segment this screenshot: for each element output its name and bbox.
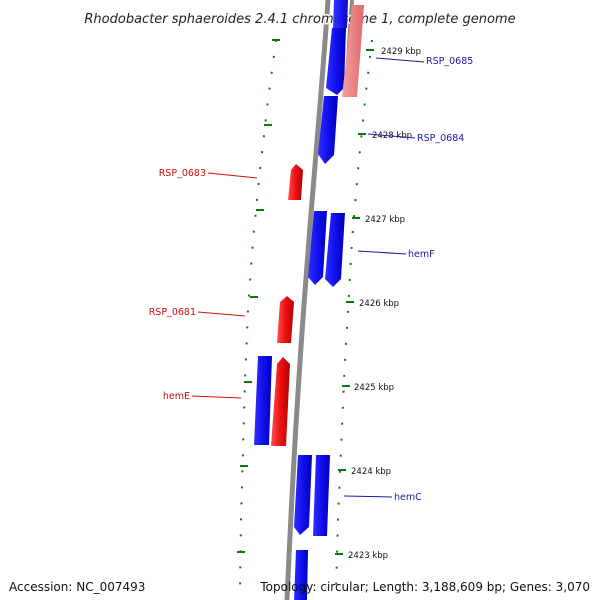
major-ticks bbox=[237, 39, 374, 555]
tick-track-inner bbox=[239, 39, 277, 591]
gene-RSP_0683-arrow[interactable] bbox=[288, 164, 303, 200]
gene-label-RSP_0685[interactable]: RSP_0685 bbox=[426, 56, 473, 67]
reverse-genes bbox=[271, 164, 303, 446]
kbp-label: 2426 kbp bbox=[359, 299, 399, 309]
chromosome-backbone bbox=[284, 0, 331, 600]
gene-label-RSP_0681[interactable]: RSP_0681 bbox=[149, 307, 196, 318]
gene-hemC-arrow-1[interactable] bbox=[294, 455, 312, 535]
kbp-label: 2423 kbp bbox=[348, 551, 388, 561]
gene-label-hemE[interactable]: hemE bbox=[163, 391, 190, 402]
kbp-label: 2424 kbp bbox=[351, 467, 391, 477]
gene-hemF-arrow-2[interactable] bbox=[325, 213, 345, 287]
gene-hemE-arrow[interactable] bbox=[271, 357, 290, 446]
accession-text: Accession: NC_007493 bbox=[9, 580, 146, 594]
map-title: Rhodobacter sphaeroides 2.4.1 chromosome… bbox=[84, 12, 515, 27]
gene-label-hemC[interactable]: hemC bbox=[394, 492, 422, 503]
gene-hemF-arrow-1[interactable] bbox=[308, 211, 327, 285]
gene-hemC-arrow-2[interactable] bbox=[313, 455, 330, 536]
reverse-gene-labels bbox=[191, 172, 258, 399]
kbp-label: 2427 kbp bbox=[365, 215, 405, 225]
gene-RSP_0685-arrow[interactable] bbox=[326, 28, 346, 95]
kbp-labels: 2429 kbp 2428 kbp 2427 kbp 2426 kbp 2425… bbox=[348, 47, 421, 561]
gene-label-RSP_0684[interactable]: RSP_0684 bbox=[417, 133, 464, 144]
gene-label-RSP_0683[interactable]: RSP_0683 bbox=[159, 168, 206, 179]
kbp-label: 2425 kbp bbox=[354, 383, 394, 393]
gene-bottom[interactable] bbox=[294, 550, 308, 600]
forward-genes bbox=[254, 0, 348, 600]
gene-RSP_0684-arrow[interactable] bbox=[318, 96, 338, 164]
gene-hemE-blue[interactable] bbox=[254, 356, 272, 445]
gene-label-hemF[interactable]: hemF bbox=[408, 249, 435, 260]
forward-gene-labels bbox=[343, 57, 425, 498]
tick-track-outer bbox=[335, 39, 373, 591]
kbp-label: 2429 kbp bbox=[381, 47, 421, 57]
pseudogene-RSP_0685[interactable] bbox=[342, 5, 364, 97]
gene-RSP_0685-tail bbox=[333, 0, 348, 28]
topology-text: Topology: circular; Length: 3,188,609 bp… bbox=[260, 580, 590, 594]
gene-RSP_0681-arrow[interactable] bbox=[277, 296, 294, 343]
